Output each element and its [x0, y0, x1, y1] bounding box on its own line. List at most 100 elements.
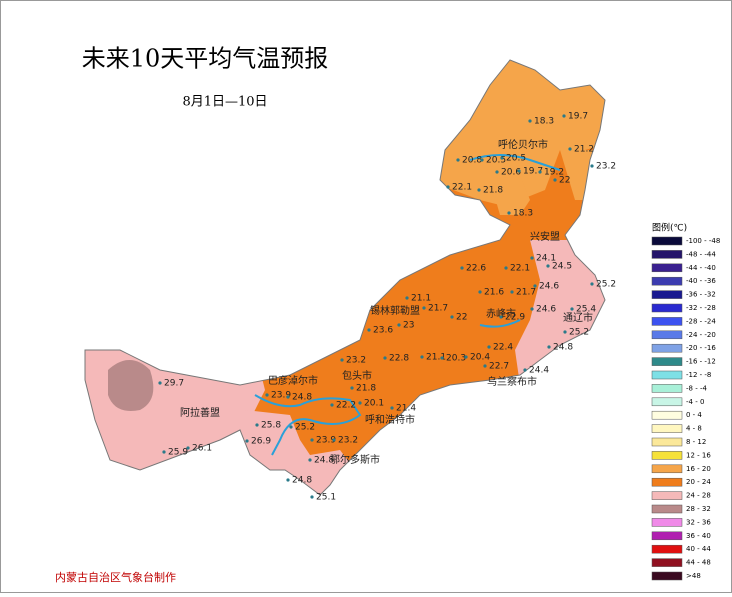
- station-value: 22.9: [505, 313, 525, 323]
- legend-label: >48: [686, 572, 701, 580]
- station-value: 24.8: [292, 476, 312, 486]
- legend-label: 16 - 20: [686, 465, 711, 473]
- legend-label: -16 - -12: [686, 358, 716, 366]
- station-dot: [308, 458, 312, 462]
- station-value: 21.8: [356, 384, 376, 394]
- station-dot: [504, 266, 508, 270]
- station-value: 24.8: [553, 343, 573, 353]
- station-value: 25.2: [596, 280, 616, 290]
- station-dot: [523, 368, 527, 372]
- legend-swatch: [651, 464, 683, 474]
- station-dot: [546, 264, 550, 268]
- station-value: 22.6: [466, 264, 486, 274]
- station-dot: [265, 393, 269, 397]
- legend-label: 32 - 36: [686, 518, 711, 526]
- station-dot: [162, 450, 166, 454]
- station-dot: [563, 330, 567, 334]
- legend-swatch: [651, 317, 683, 326]
- station-value: 23.9: [316, 436, 336, 446]
- station-dot: [533, 284, 537, 288]
- station-dot: [477, 188, 481, 192]
- station-dot: [397, 323, 401, 327]
- station-dot: [480, 158, 484, 162]
- station-dot: [440, 356, 444, 360]
- station-dot: [286, 395, 290, 399]
- station-value: 19.7: [568, 112, 588, 122]
- legend-label: -100 - -48: [686, 237, 720, 245]
- station-dot: [330, 403, 334, 407]
- station-dot: [590, 282, 594, 286]
- station-value: 18.3: [534, 117, 554, 127]
- station-value: 23.2: [346, 356, 366, 366]
- station-value: 25.1: [316, 493, 336, 503]
- legend-swatch: [651, 491, 683, 500]
- legend-swatch: [651, 276, 683, 286]
- legend-swatch: [651, 558, 683, 567]
- station-dot: [510, 290, 514, 294]
- station-value: 20.1: [364, 399, 384, 409]
- legend-swatch: [651, 384, 683, 393]
- legend-label: -48 - -44: [686, 250, 716, 258]
- station-dot: [390, 406, 394, 410]
- station-value: 20.5: [506, 154, 526, 164]
- legend-swatch: [651, 370, 683, 380]
- station-value: 23.9: [271, 391, 291, 401]
- station-dot: [332, 438, 336, 442]
- station-value: 26.9: [251, 437, 271, 447]
- legend-label: -12 - -8: [686, 371, 711, 379]
- station-dot: [547, 345, 551, 349]
- legend-swatch: [651, 544, 683, 554]
- credit: 内蒙古自治区气象台制作: [55, 570, 176, 584]
- region-label: 呼伦贝尔市: [498, 138, 548, 151]
- station-dot: [517, 169, 521, 173]
- region-label: 锡林郭勒盟: [370, 304, 420, 317]
- station-value: 23.6: [373, 326, 393, 336]
- station-dot: [487, 345, 491, 349]
- legend-label: 40 - 44: [686, 545, 711, 553]
- legend-label: 0 - 4: [686, 411, 702, 419]
- rivers: [254, 154, 561, 456]
- region-label: 鄂尔多斯市: [330, 453, 380, 466]
- station-dot: [286, 478, 290, 482]
- station-value: 21.7: [516, 288, 536, 298]
- station-value: 26.1: [192, 444, 212, 454]
- legend-label: -8 - -4: [686, 384, 707, 392]
- station-dot: [590, 164, 594, 168]
- legend-swatch: [651, 477, 683, 487]
- station-value: 22.1: [452, 183, 472, 193]
- station-value: 23.2: [596, 162, 616, 172]
- station-value: 20.6: [501, 168, 521, 178]
- station-value: 21.4: [396, 404, 416, 414]
- legend-swatch: [651, 250, 683, 259]
- legend-swatch: [651, 290, 683, 299]
- station-dot: [340, 358, 344, 362]
- legend-swatch: [651, 357, 683, 366]
- legend-label: -36 - -32: [686, 291, 716, 299]
- station-value: 23.2: [338, 436, 358, 446]
- station-dot: [495, 170, 499, 174]
- legend-title: 图例(℃): [652, 222, 687, 234]
- legend-label: -40 - -36: [686, 277, 716, 285]
- legend-label: 4 - 8: [686, 425, 702, 433]
- legend-label: 24 - 28: [686, 492, 711, 500]
- subtitle: 8月1日—10日: [182, 95, 267, 110]
- station-value: 22.7: [489, 362, 509, 372]
- station-value: 24.5: [552, 262, 572, 272]
- legend-label: -32 - -28: [686, 304, 716, 312]
- legend-swatch: [651, 236, 683, 246]
- legend-swatch: [651, 424, 683, 433]
- station-value: 20.3: [446, 354, 466, 364]
- legend-swatch: [651, 303, 683, 313]
- station-dot: [570, 307, 574, 311]
- legend-label: -20 - -16: [686, 344, 716, 352]
- station-dot: [530, 307, 534, 311]
- legend-swatch: [651, 518, 683, 527]
- legend-swatch: [651, 531, 683, 541]
- station-value: 18.3: [513, 209, 533, 219]
- station-value: 25.8: [261, 421, 281, 431]
- station-value: 21.1: [411, 294, 431, 304]
- legend-label: -24 - -20: [686, 331, 716, 339]
- station-value: 21.6: [484, 288, 504, 298]
- station-dot: [553, 178, 557, 182]
